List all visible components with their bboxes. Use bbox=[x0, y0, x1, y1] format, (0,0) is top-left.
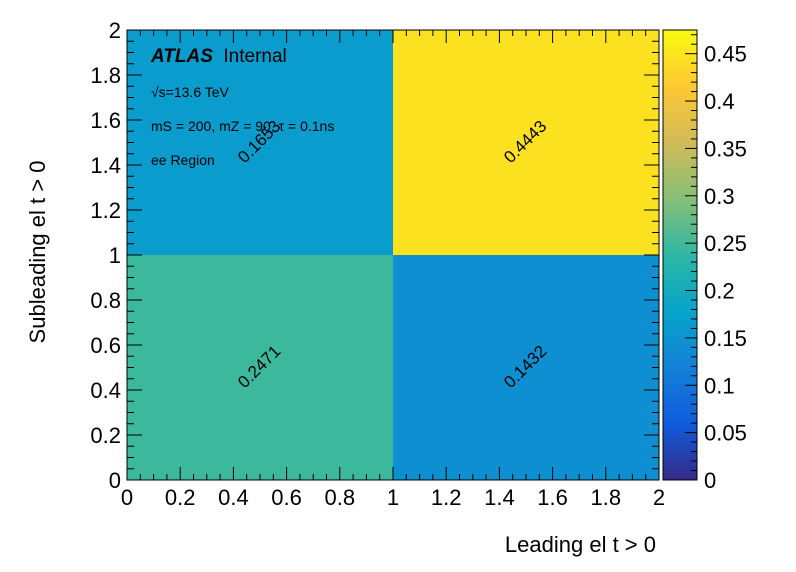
x-tick-label: 0 bbox=[121, 485, 133, 510]
colorbar-tick-label: 0.35 bbox=[704, 136, 747, 161]
y-tick-label: 1.6 bbox=[90, 108, 121, 133]
colorbar-tick-label: 0.05 bbox=[704, 421, 747, 446]
x-tick-label: 0.2 bbox=[165, 485, 196, 510]
atlas-label: ATLAS Internal bbox=[150, 46, 287, 67]
colorbar-tick-label: 0.3 bbox=[704, 184, 735, 209]
x-tick-label: 1.4 bbox=[484, 485, 515, 510]
x-axis: 0 0.2 0.4 0.6 0.8 1 1.2 1.4 1.6 1.8 2 bbox=[121, 30, 665, 510]
heatmap-cell-1 bbox=[393, 255, 659, 480]
heatmap-cell-0 bbox=[127, 255, 393, 480]
y-axis-title: Subleading el t > 0 bbox=[25, 161, 50, 344]
y-tick-label: 2 bbox=[109, 18, 121, 43]
colorbar-tick-label: 0.1 bbox=[704, 373, 735, 398]
x-tick-label: 0.8 bbox=[325, 485, 356, 510]
y-tick-label: 0 bbox=[109, 468, 121, 493]
y-axis: 0 0.2 0.4 0.6 0.8 1 1.2 1.4 1.6 1.8 2 bbox=[90, 18, 659, 493]
energy-annotation: √s=13.6 TeV bbox=[151, 84, 230, 100]
y-tick-label: 1.4 bbox=[90, 153, 121, 178]
heatmap-cell-2 bbox=[127, 30, 393, 255]
colorbar-tick-label: 0.4 bbox=[704, 89, 735, 114]
heatmap-cells bbox=[127, 30, 659, 480]
colorbar-frame bbox=[662, 29, 698, 481]
params-annotation: mS = 200, mZ = 90, τ = 0.1ns bbox=[151, 118, 334, 134]
heatmap-cell-3 bbox=[393, 30, 659, 255]
y-tick-label: 0.6 bbox=[90, 333, 121, 358]
y-tick-label: 0.8 bbox=[90, 288, 121, 313]
x-tick-label: 0.4 bbox=[218, 485, 249, 510]
colorbar-tick-label: 0.15 bbox=[704, 326, 747, 351]
x-tick-label: 2 bbox=[653, 485, 665, 510]
x-tick-label: 1.6 bbox=[537, 485, 568, 510]
region-annotation: ee Region bbox=[151, 152, 215, 168]
x-axis-title: Leading el t > 0 bbox=[505, 532, 656, 557]
x-tick-label: 0.6 bbox=[271, 485, 302, 510]
colorbar: 0 0.05 0.1 0.15 0.2 0.25 0.3 0.35 0.4 0.45 bbox=[662, 29, 747, 493]
x-tick-label: 1.8 bbox=[591, 485, 622, 510]
x-tick-label: 1.2 bbox=[431, 485, 462, 510]
atlas-label-internal: Internal bbox=[223, 46, 286, 67]
y-tick-label: 1.8 bbox=[90, 63, 121, 88]
colorbar-tick-label: 0.2 bbox=[704, 279, 735, 304]
colorbar-gradient bbox=[663, 30, 697, 480]
colorbar-tick-label: 0.25 bbox=[704, 231, 747, 256]
atlas-label-bold: ATLAS bbox=[150, 46, 213, 67]
colorbar-tick-label: 0 bbox=[704, 468, 716, 493]
y-tick-label: 1.2 bbox=[90, 198, 121, 223]
y-tick-label: 0.2 bbox=[90, 423, 121, 448]
y-tick-label: 0.4 bbox=[90, 378, 121, 403]
y-tick-label: 1 bbox=[109, 243, 121, 268]
colorbar-tick-label: 0.45 bbox=[704, 42, 747, 67]
x-tick-label: 1 bbox=[387, 485, 399, 510]
